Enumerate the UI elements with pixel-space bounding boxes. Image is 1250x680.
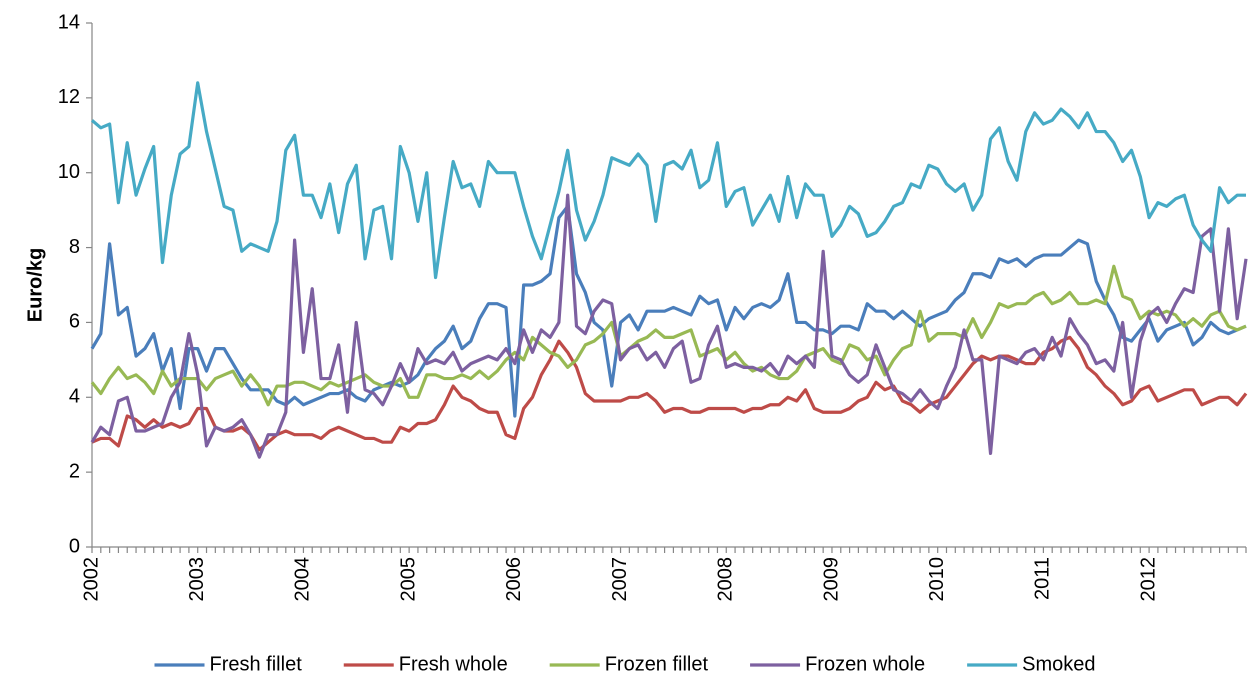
x-tick-label: 2008 — [715, 557, 737, 602]
x-tick-label: 2003 — [186, 557, 208, 602]
x-tick-label: 2007 — [609, 557, 631, 602]
series-line — [91, 335, 1248, 452]
y-tick-label: 14 — [58, 11, 80, 33]
legend-label: Smoked — [1022, 653, 1095, 675]
legend-label: Fresh whole — [399, 653, 508, 675]
x-tick-label: 2006 — [503, 557, 525, 602]
series-line — [90, 204, 1247, 418]
y-tick-label: 10 — [58, 161, 80, 183]
x-tick-label: 2011 — [1032, 557, 1054, 600]
series-line — [90, 81, 1246, 280]
legend-label: Frozen whole — [805, 653, 925, 675]
series-line — [90, 264, 1247, 407]
y-tick-label: 6 — [69, 311, 80, 333]
y-axis-label: Euro/kg — [24, 248, 46, 322]
x-tick-label: 2005 — [397, 557, 419, 602]
y-tick-label: 0 — [69, 535, 80, 557]
legend-label: Fresh fillet — [210, 653, 303, 675]
legend-label: Frozen fillet — [605, 653, 709, 675]
series-line — [90, 193, 1248, 459]
x-tick-label: 2002 — [80, 557, 102, 602]
y-tick-label: 4 — [69, 386, 80, 408]
y-tick-label: 8 — [69, 236, 80, 258]
x-tick-label: 2012 — [1137, 557, 1159, 602]
x-tick-label: 2004 — [292, 557, 314, 602]
y-tick-label: 2 — [69, 460, 80, 482]
x-tick-label: 2010 — [926, 557, 948, 602]
x-tick-label: 2009 — [820, 557, 842, 602]
y-tick-label: 12 — [58, 86, 80, 108]
